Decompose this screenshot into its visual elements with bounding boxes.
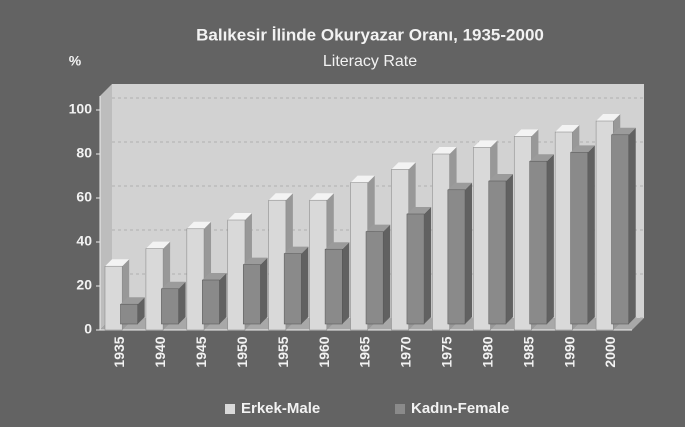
bar xyxy=(529,160,548,325)
bar-top xyxy=(570,145,595,153)
bar xyxy=(309,199,328,331)
bar xyxy=(145,248,164,331)
x-tick-label: 1980 xyxy=(479,336,495,367)
x-tick-label: 1965 xyxy=(357,336,373,367)
bar-top xyxy=(120,297,145,305)
x-tick-label: 1950 xyxy=(234,336,250,367)
bar-top xyxy=(366,224,391,232)
bar-side xyxy=(628,127,636,324)
x-tick-label: 1985 xyxy=(520,336,536,367)
bar-side xyxy=(424,207,432,324)
bar-top xyxy=(325,242,350,250)
x-tick-label: 1960 xyxy=(316,336,332,367)
bar xyxy=(554,131,573,331)
bar xyxy=(488,180,507,325)
legend-swatch xyxy=(395,404,405,414)
bar-top xyxy=(555,125,580,132)
bar-side xyxy=(178,281,186,324)
bar-top xyxy=(596,114,621,121)
bar-top xyxy=(145,241,171,249)
bar-top xyxy=(105,259,130,267)
bar xyxy=(350,182,368,331)
bar-side xyxy=(219,273,227,324)
bar-side xyxy=(342,242,350,324)
x-tick-label: 1970 xyxy=(398,336,414,367)
bar xyxy=(268,199,287,331)
y-tick-label: 0 xyxy=(84,321,92,337)
x-tick-label: 1935 xyxy=(111,336,127,367)
bar xyxy=(611,134,629,325)
y-tick-label: 100 xyxy=(69,101,93,117)
bar-top xyxy=(268,193,293,201)
bar-top xyxy=(350,175,375,183)
bar-top xyxy=(432,147,457,154)
bar xyxy=(242,264,261,325)
bar xyxy=(120,303,138,325)
y-tick-label: 80 xyxy=(76,145,92,161)
x-tick-label: 1955 xyxy=(275,336,291,367)
bar xyxy=(595,120,614,331)
bar-top xyxy=(611,127,636,135)
bar xyxy=(513,136,532,331)
bar-top xyxy=(391,162,416,170)
legend-swatch xyxy=(225,404,235,414)
bar xyxy=(406,213,425,325)
bar xyxy=(473,147,491,331)
bar xyxy=(432,153,450,331)
y-tick-label: 20 xyxy=(76,277,92,293)
y-tick-label: 60 xyxy=(76,189,92,205)
bar-top xyxy=(406,207,432,214)
bar-top xyxy=(161,281,186,289)
bar-top xyxy=(473,140,498,148)
x-tick-label: 1975 xyxy=(439,336,455,367)
bar-side xyxy=(546,154,554,324)
bar xyxy=(186,228,205,331)
bar xyxy=(324,248,343,325)
x-tick-label: 1945 xyxy=(193,336,209,367)
bar xyxy=(570,152,589,325)
y-axis-label: % xyxy=(69,53,82,69)
bar-top xyxy=(202,273,227,280)
bar xyxy=(161,288,179,325)
bar-top xyxy=(284,246,309,254)
y-tick-label: 40 xyxy=(76,233,92,249)
bar-side xyxy=(383,224,391,324)
x-tick-label: 1940 xyxy=(152,336,168,367)
bar-top xyxy=(243,257,268,265)
bar-side xyxy=(301,246,309,324)
bar xyxy=(104,265,123,331)
bar-top xyxy=(514,129,539,137)
bar-side xyxy=(465,182,473,324)
bar-side xyxy=(505,174,513,324)
bar xyxy=(365,231,384,325)
chart-subtitle: Literacy Rate xyxy=(323,53,417,70)
x-tick-label: 2000 xyxy=(602,336,618,367)
bar-side xyxy=(587,145,595,324)
bar-side xyxy=(137,297,145,324)
bar-top xyxy=(186,221,212,229)
bar xyxy=(202,279,220,325)
bar-side xyxy=(260,257,268,324)
chart-title: Balıkesir İlinde Okuryazar Oranı, 1935-2… xyxy=(196,25,544,44)
bar-top xyxy=(488,174,513,181)
bar-top xyxy=(309,193,334,201)
bar-top xyxy=(447,182,473,190)
x-tick-label: 1990 xyxy=(561,336,577,367)
bar xyxy=(447,189,466,325)
bar-top xyxy=(529,154,554,162)
legend-label: Erkek-Male xyxy=(241,400,320,417)
bar xyxy=(283,253,302,325)
bar-top xyxy=(227,213,252,220)
bar xyxy=(391,169,409,331)
legend-label: Kadın-Female xyxy=(411,400,509,417)
bar xyxy=(227,219,246,331)
